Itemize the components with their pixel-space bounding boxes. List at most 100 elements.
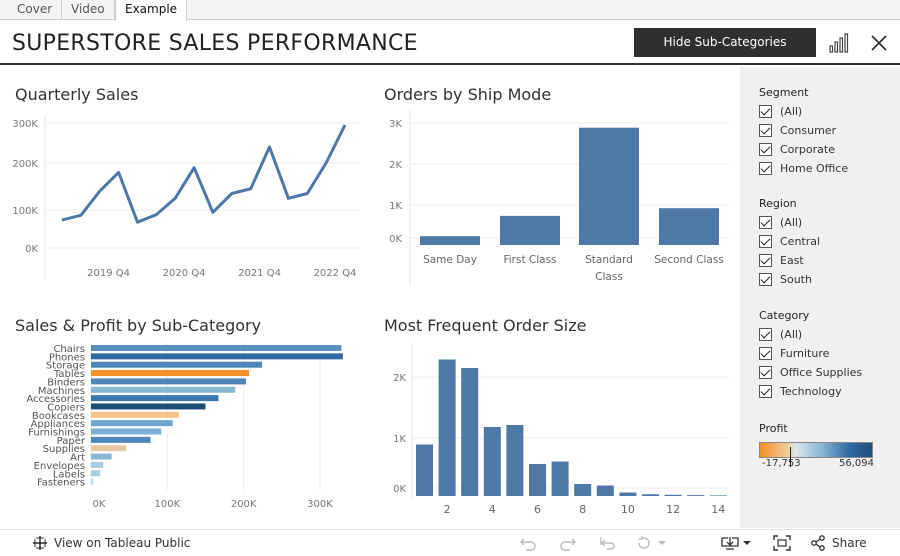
profit-legend-heading: Profit (759, 422, 788, 435)
filter-option-label: Home Office (780, 162, 849, 175)
tableau-logo-icon (33, 536, 47, 550)
ship-mode-title: Orders by Ship Mode (384, 85, 552, 104)
filter-option-all[interactable]: (All) (759, 102, 848, 121)
ship-mode-chart[interactable]: 0K 1K 2K 3K Same Day First Class Standard Class… (370, 105, 735, 285)
bar (91, 478, 94, 485)
checkbox[interactable] (759, 162, 772, 175)
filter-option-label: South (780, 273, 812, 286)
checkbox[interactable] (759, 347, 772, 360)
filter-option-label: Corporate (780, 143, 835, 156)
y-tick-label: 0K (25, 244, 38, 255)
bar (91, 353, 343, 360)
quarterly-sales-chart[interactable]: 0K 100K 200K 300K 2019 Q4 2020 Q4 2021 Q4 2022 … (0, 105, 370, 285)
checkbox[interactable] (759, 235, 772, 248)
y-tick-label: 0K (389, 234, 402, 245)
bar (91, 386, 236, 393)
checkbox[interactable] (759, 143, 772, 156)
bar (91, 345, 342, 351)
category-label: Machines (38, 386, 85, 397)
category-label: Appliances (31, 419, 85, 430)
share-icon (811, 535, 825, 551)
filter-option-all[interactable]: (All) (759, 325, 862, 344)
y-tick-label: 3K (389, 119, 402, 130)
download-dropdown-chevron-icon[interactable] (741, 535, 753, 551)
checkbox[interactable] (759, 328, 772, 341)
category-label: Storage (46, 361, 85, 372)
bar (91, 445, 127, 452)
y-tick-label: 1K (393, 434, 406, 445)
checkbox[interactable] (759, 105, 772, 118)
share-button[interactable]: Share (810, 535, 867, 551)
profit-color-legend: Profit -17,753 56,094 (759, 420, 879, 469)
tab-example[interactable]: Example (115, 0, 188, 21)
checkbox[interactable] (759, 273, 772, 286)
filter-option-label: Office Supplies (780, 366, 863, 379)
order-size-chart[interactable]: 0K 1K 2K 2 4 6 8 10 12 14 (370, 338, 735, 528)
filter-option-technology[interactable]: Technology (759, 382, 862, 401)
filter-option-consumer[interactable]: Consumer (759, 121, 848, 140)
profit-max-label: 56,094 (839, 458, 874, 469)
download-icon[interactable] (721, 535, 739, 551)
bar (551, 461, 569, 496)
quarterly-sales-title: Quarterly Sales (15, 85, 139, 104)
subcategory-chart[interactable]: 0K 100K 200K 300KChairsPhonesStorageTablesB… (0, 338, 370, 528)
bar-chart-icon[interactable] (828, 33, 850, 53)
y-tick-label: 200K (12, 159, 38, 170)
x-tick-label: 2021 Q4 (238, 268, 281, 279)
toolbar-footer: View on Tableau Public Share (0, 529, 900, 556)
revert-icon[interactable] (599, 535, 617, 551)
tab-cover[interactable]: Cover (8, 0, 63, 20)
profit-gradient-bar (759, 442, 873, 458)
filter-option-home-office[interactable]: Home Office (759, 159, 848, 178)
filter-option-all[interactable]: (All) (759, 213, 820, 232)
sales-line (61, 124, 347, 224)
filter-option-label: (All) (780, 105, 803, 118)
bar (500, 215, 560, 245)
bar (529, 464, 546, 496)
category-label: Phones (49, 352, 85, 363)
profit-min-label: -17,753 (762, 458, 801, 469)
filter-option-east[interactable]: East (759, 251, 820, 270)
hide-subcategories-button[interactable]: Hide Sub-Categories (634, 28, 816, 57)
bar (461, 368, 479, 496)
undo-icon[interactable] (519, 535, 537, 551)
bar (91, 428, 162, 435)
filter-option-office-supplies[interactable]: Office Supplies (759, 363, 862, 382)
bar (91, 453, 112, 460)
filter-option-furniture[interactable]: Furniture (759, 344, 862, 363)
view-on-tableau-public-link[interactable]: View on Tableau Public (32, 535, 190, 551)
checkbox[interactable] (759, 366, 772, 379)
x-tick-label: 2 (444, 503, 451, 516)
checkbox[interactable] (759, 124, 772, 137)
refresh-icon[interactable] (636, 535, 654, 551)
fullscreen-icon[interactable] (773, 535, 791, 551)
checkbox[interactable] (759, 216, 772, 229)
x-tick-label: 2019 Q4 (87, 268, 130, 279)
y-tick-label: 300K (12, 119, 38, 130)
bar (91, 470, 101, 477)
bar (687, 495, 705, 496)
category-label: Bookcases (32, 411, 85, 422)
bar (709, 495, 727, 496)
bar (420, 236, 480, 245)
category-label: Binders (47, 377, 85, 388)
filter-option-corporate[interactable]: Corporate (759, 140, 848, 159)
category-label: Furnishings (28, 428, 85, 439)
close-icon[interactable] (869, 33, 889, 53)
checkbox[interactable] (759, 254, 772, 267)
filter-option-label: Furniture (780, 347, 830, 360)
filter-option-central[interactable]: Central (759, 232, 820, 251)
bar (91, 420, 173, 427)
filter-sidebar: Segment (All) Consumer Corporate Home Of… (740, 67, 900, 528)
refresh-dropdown-chevron-icon[interactable] (656, 535, 668, 551)
redo-icon[interactable] (559, 535, 577, 551)
bar (664, 494, 682, 496)
bar (91, 378, 246, 385)
checkbox[interactable] (759, 385, 772, 398)
tab-video[interactable]: Video (62, 0, 115, 20)
x-tick-label: Standard (585, 254, 633, 266)
filter-option-south[interactable]: South (759, 270, 820, 289)
x-tick-label: 10 (621, 503, 635, 516)
category-label: Paper (57, 436, 86, 447)
order-size-title: Most Frequent Order Size (384, 316, 587, 335)
